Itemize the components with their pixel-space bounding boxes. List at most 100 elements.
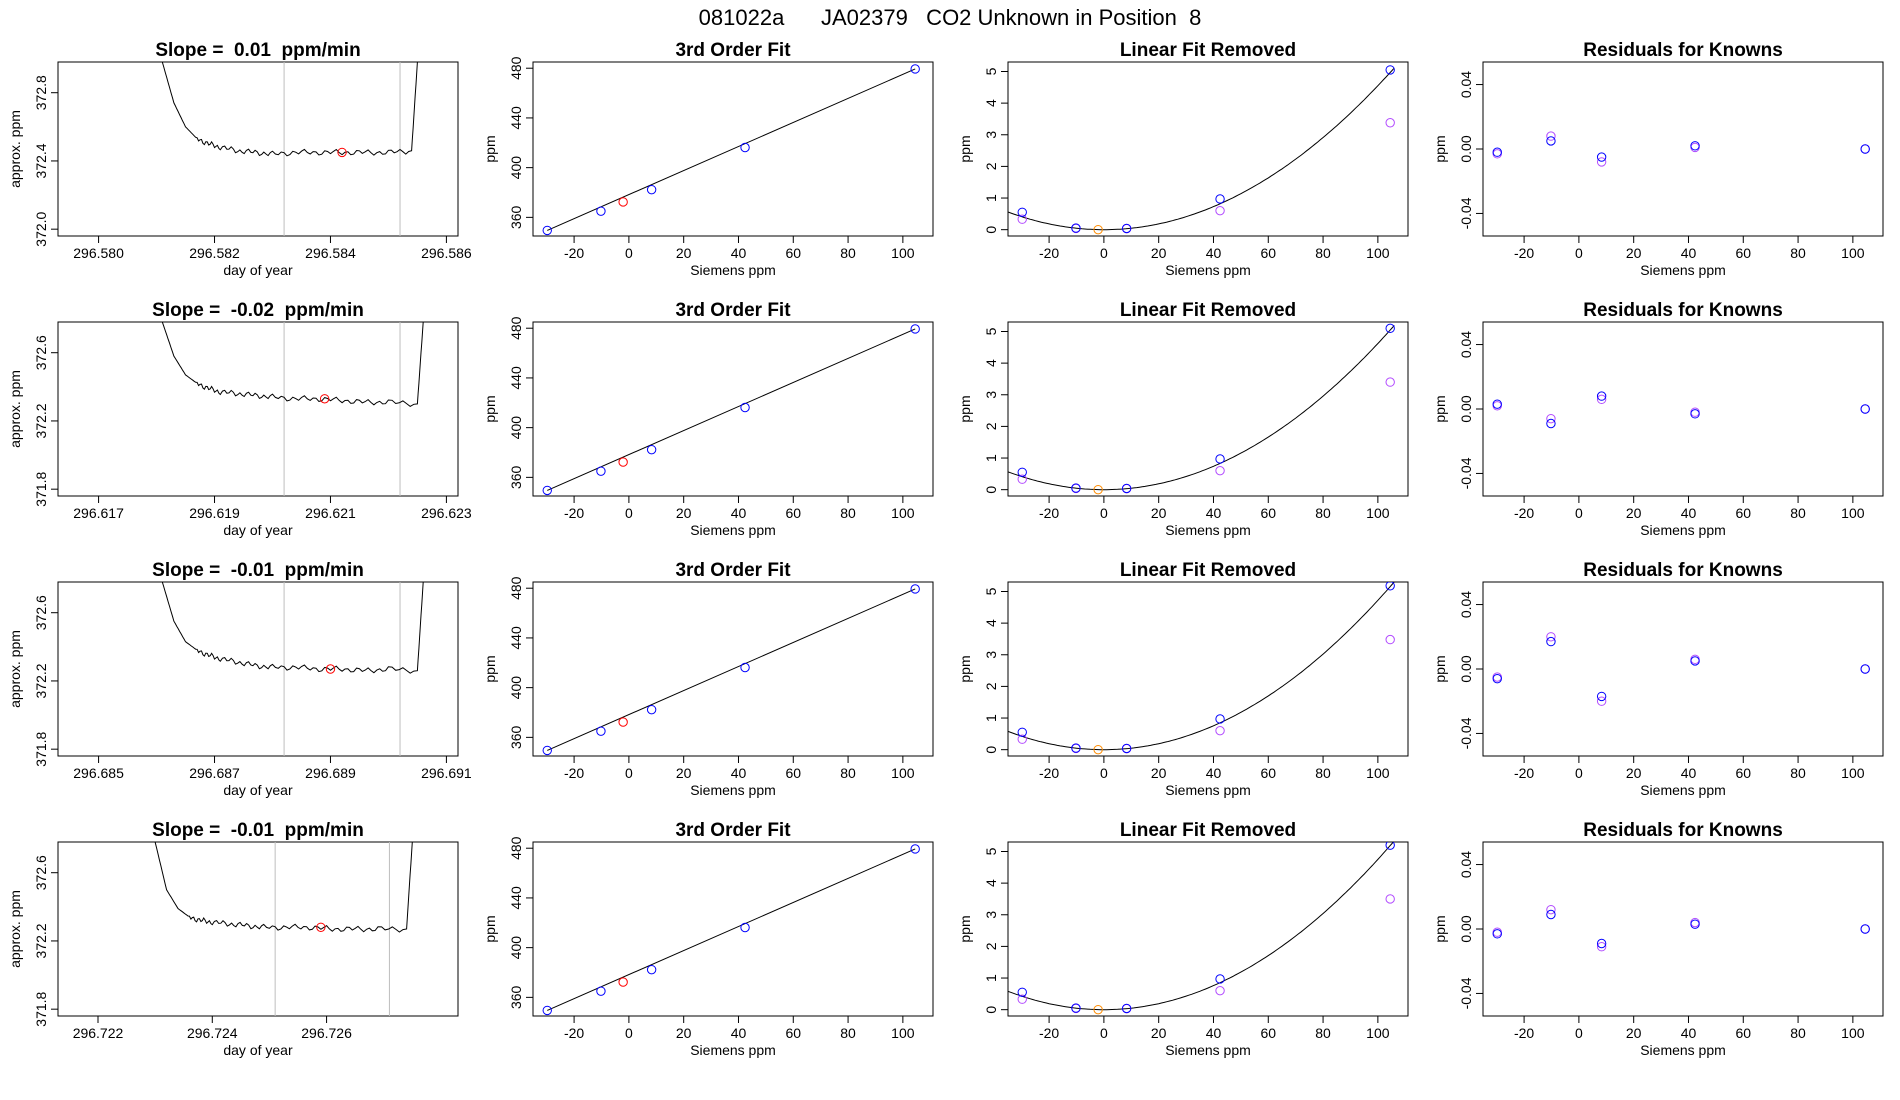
known-standard-point xyxy=(910,64,920,74)
y-tick-label: 3 xyxy=(983,391,999,399)
known-standard-point xyxy=(646,704,657,715)
plot-data xyxy=(154,842,413,1016)
x-tick-label: 40 xyxy=(1206,1025,1222,1041)
x-tick-label: 20 xyxy=(1626,1025,1642,1041)
y-tick-label: 400 xyxy=(508,156,524,180)
x-tick-label: 80 xyxy=(1790,505,1806,521)
x-tick-label: 100 xyxy=(891,765,915,781)
x-tick-label: 296.619 xyxy=(189,505,240,521)
plot-frame xyxy=(57,321,459,497)
residual-alt-point xyxy=(1546,413,1556,424)
y-tick-label: 360 xyxy=(508,725,524,749)
known-standard-point xyxy=(1385,323,1395,334)
y-tick-label: 4 xyxy=(983,359,999,367)
y-tick-label: 4 xyxy=(983,879,999,887)
x-tick-label: 80 xyxy=(1315,765,1331,781)
x-tick-label: 296.726 xyxy=(301,1025,352,1041)
x-tick-label: 296.685 xyxy=(73,765,124,781)
x-axis-label: Siemens ppm xyxy=(690,522,776,538)
figure-title: 081022a JA02379 CO2 Unknown in Position … xyxy=(699,5,1202,30)
known-standard-point xyxy=(646,964,657,975)
unknown-mean-point xyxy=(316,922,326,932)
x-tick-label: 20 xyxy=(676,245,692,261)
panel-title: Slope = 0.01 ppm/min xyxy=(155,40,360,61)
y-tick-label: 360 xyxy=(508,465,524,489)
residual-point xyxy=(1546,418,1556,429)
x-tick-label: -20 xyxy=(1514,505,1534,521)
resid-1-panel: Residuals for Knowns -20 0 20 40 60 80 100 -0.04… xyxy=(1432,40,1884,278)
fit-curve xyxy=(547,328,916,491)
x-tick-label: 0 xyxy=(625,765,633,781)
ppm-trace-line xyxy=(161,582,424,674)
x-tick-label: 60 xyxy=(1735,245,1751,261)
unknown-sample-point xyxy=(1093,484,1103,495)
y-tick-label: 0.04 xyxy=(1458,851,1474,878)
x-tick-label: 60 xyxy=(1735,765,1751,781)
known-standard-point xyxy=(596,206,606,216)
known-alt-point xyxy=(1215,725,1225,736)
residual-point xyxy=(1860,144,1870,154)
y-axis-label: approx. ppm xyxy=(7,110,23,188)
known-standard-point xyxy=(1215,454,1225,464)
y-axis-label: ppm xyxy=(957,135,973,162)
y-axis-label: ppm xyxy=(482,915,498,942)
x-tick-label: 296.580 xyxy=(73,245,124,261)
plot-frame xyxy=(57,61,459,237)
panel-title: Linear Fit Removed xyxy=(1120,300,1296,321)
x-tick-label: 80 xyxy=(1315,245,1331,261)
residual-point xyxy=(1546,136,1556,146)
x-tick-label: 20 xyxy=(1151,505,1167,521)
known-standard-point xyxy=(740,662,750,673)
y-tick-label: 372.2 xyxy=(33,403,49,438)
x-tick-label: 20 xyxy=(1151,765,1167,781)
panel-title: Linear Fit Removed xyxy=(1120,560,1296,581)
x-tick-label: 80 xyxy=(1790,1025,1806,1041)
unknown-mean-point xyxy=(337,147,347,158)
x-tick-label: 0 xyxy=(625,1025,633,1041)
y-tick-label: 372.6 xyxy=(33,855,49,890)
y-tick-label: 0 xyxy=(983,486,999,494)
x-tick-label: 40 xyxy=(731,245,747,261)
residual-point xyxy=(1546,636,1556,647)
y-axis-label: ppm xyxy=(482,395,498,422)
residual-fit-curve xyxy=(1008,842,1394,1011)
plot-frame xyxy=(1482,841,1884,1017)
y-axis-label: ppm xyxy=(957,915,973,942)
y-tick-label: -0.04 xyxy=(1458,977,1474,1009)
x-tick-label: 60 xyxy=(1735,1025,1751,1041)
x-tick-label: 0 xyxy=(1100,1025,1108,1041)
y-tick-label: 0 xyxy=(983,226,999,234)
residual-point xyxy=(1492,673,1502,684)
known-alt-point xyxy=(1215,465,1225,476)
plot-frame xyxy=(57,841,459,1017)
x-tick-label: 40 xyxy=(731,1025,747,1041)
known-standard-point xyxy=(1215,194,1225,204)
x-tick-label: 100 xyxy=(1366,505,1390,521)
plot-frame xyxy=(532,61,934,237)
plot-data xyxy=(542,324,920,496)
known-standard-point xyxy=(542,745,552,756)
residual-alt-point xyxy=(1546,131,1556,141)
x-tick-label: 100 xyxy=(891,245,915,261)
plot-data xyxy=(1492,391,1870,429)
y-tick-label: 0.04 xyxy=(1458,591,1474,618)
known-standard-point xyxy=(1121,483,1132,494)
x-tick-label: 40 xyxy=(731,765,747,781)
y-tick-label: 371.8 xyxy=(33,471,49,506)
x-tick-label: 20 xyxy=(1151,1025,1167,1041)
x-tick-label: 20 xyxy=(1626,245,1642,261)
y-tick-label: 372.6 xyxy=(33,595,49,630)
known-standard-point xyxy=(1385,842,1395,850)
residual-alt-point xyxy=(1596,942,1607,952)
panel-title: Slope = -0.01 ppm/min xyxy=(152,560,364,581)
unknown-mean-point xyxy=(325,664,336,674)
panel-title: 3rd Order Fit xyxy=(675,300,791,321)
known-standard-point xyxy=(1215,714,1225,724)
known-alt-point xyxy=(1385,894,1395,904)
y-tick-label: 371.8 xyxy=(33,731,49,766)
x-axis-label: day of year xyxy=(223,522,293,538)
known-standard-point xyxy=(740,922,750,933)
x-axis-label: Siemens ppm xyxy=(690,262,776,278)
y-axis-label: approx. ppm xyxy=(7,630,23,708)
x-tick-label: 0 xyxy=(625,505,633,521)
